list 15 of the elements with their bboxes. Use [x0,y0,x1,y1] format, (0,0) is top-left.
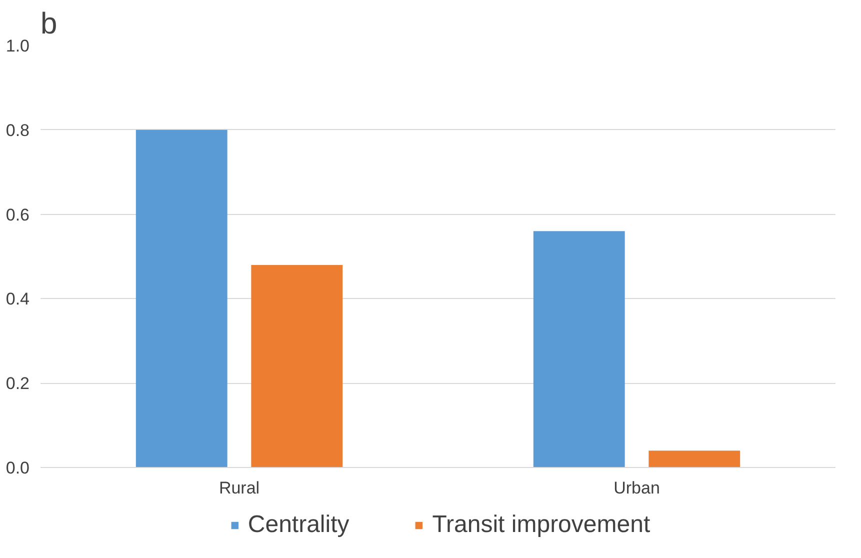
y-tick-label: 0.4 [6,290,30,309]
bar [533,231,625,468]
y-tick-label: 1.0 [6,36,30,56]
chart-title: b [40,8,58,40]
y-tick-label: 0.8 [6,120,30,140]
bar [648,450,740,468]
bar [251,264,343,468]
x-tick-label: Rural [218,478,260,498]
legend-label: Centrality [248,511,350,539]
legend-label: Transit improvement [432,511,650,539]
x-tick-label: Urban [614,478,660,498]
bar [136,130,228,468]
y-tick-label: 0.0 [6,458,30,478]
y-tick-label: 0.6 [6,205,30,224]
y-tick-label: 0.2 [6,374,30,394]
